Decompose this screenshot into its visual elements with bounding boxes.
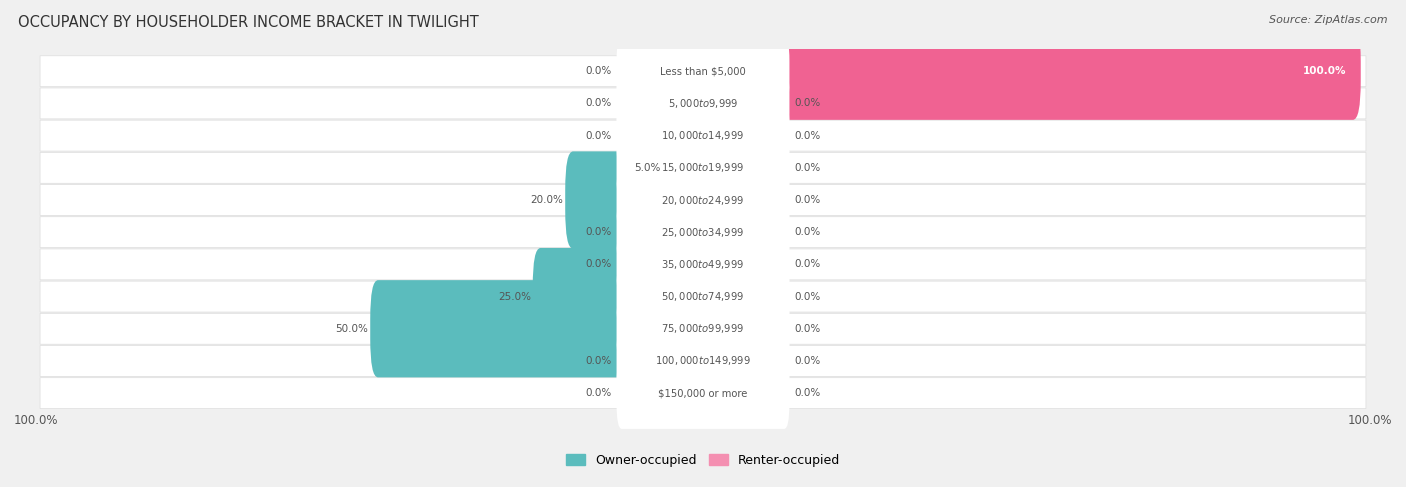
FancyBboxPatch shape — [39, 88, 1367, 119]
Text: 0.0%: 0.0% — [794, 227, 820, 237]
Text: OCCUPANCY BY HOUSEHOLDER INCOME BRACKET IN TWILIGHT: OCCUPANCY BY HOUSEHOLDER INCOME BRACKET … — [18, 15, 479, 30]
Text: $10,000 to $14,999: $10,000 to $14,999 — [661, 129, 745, 142]
Text: 0.0%: 0.0% — [794, 163, 820, 173]
Text: $25,000 to $34,999: $25,000 to $34,999 — [661, 225, 745, 239]
Text: $100,000 to $149,999: $100,000 to $149,999 — [655, 355, 751, 368]
Text: Source: ZipAtlas.com: Source: ZipAtlas.com — [1270, 15, 1388, 25]
Text: 100.0%: 100.0% — [14, 414, 59, 427]
Text: $50,000 to $74,999: $50,000 to $74,999 — [661, 290, 745, 303]
FancyBboxPatch shape — [617, 293, 789, 364]
Text: $5,000 to $9,999: $5,000 to $9,999 — [668, 97, 738, 110]
FancyBboxPatch shape — [617, 229, 789, 300]
FancyBboxPatch shape — [39, 56, 1367, 87]
FancyBboxPatch shape — [695, 22, 1361, 120]
FancyBboxPatch shape — [39, 313, 1367, 344]
Text: $35,000 to $49,999: $35,000 to $49,999 — [661, 258, 745, 271]
Text: 0.0%: 0.0% — [794, 388, 820, 398]
Text: 25.0%: 25.0% — [498, 292, 531, 301]
Text: $150,000 or more: $150,000 or more — [658, 388, 748, 398]
Text: 0.0%: 0.0% — [794, 292, 820, 301]
Text: 0.0%: 0.0% — [586, 227, 612, 237]
FancyBboxPatch shape — [39, 217, 1367, 248]
FancyBboxPatch shape — [39, 281, 1367, 312]
Text: $75,000 to $99,999: $75,000 to $99,999 — [661, 322, 745, 335]
Text: 0.0%: 0.0% — [794, 131, 820, 141]
FancyBboxPatch shape — [617, 164, 789, 236]
FancyBboxPatch shape — [662, 119, 711, 216]
Text: Less than $5,000: Less than $5,000 — [661, 66, 745, 76]
Text: 0.0%: 0.0% — [794, 195, 820, 205]
Text: 0.0%: 0.0% — [794, 324, 820, 334]
FancyBboxPatch shape — [39, 185, 1367, 215]
Text: 0.0%: 0.0% — [586, 260, 612, 269]
FancyBboxPatch shape — [617, 36, 789, 107]
Text: 20.0%: 20.0% — [530, 195, 564, 205]
Text: $20,000 to $24,999: $20,000 to $24,999 — [661, 193, 745, 206]
Text: 0.0%: 0.0% — [586, 66, 612, 76]
FancyBboxPatch shape — [617, 100, 789, 171]
Text: 0.0%: 0.0% — [586, 356, 612, 366]
FancyBboxPatch shape — [39, 152, 1367, 183]
Text: 50.0%: 50.0% — [336, 324, 368, 334]
Text: 100.0%: 100.0% — [1347, 414, 1392, 427]
Text: 0.0%: 0.0% — [794, 260, 820, 269]
FancyBboxPatch shape — [617, 261, 789, 332]
Text: 0.0%: 0.0% — [586, 98, 612, 109]
Text: 0.0%: 0.0% — [586, 131, 612, 141]
Text: 0.0%: 0.0% — [586, 388, 612, 398]
FancyBboxPatch shape — [617, 68, 789, 139]
Text: $15,000 to $19,999: $15,000 to $19,999 — [661, 161, 745, 174]
FancyBboxPatch shape — [39, 378, 1367, 409]
FancyBboxPatch shape — [617, 132, 789, 204]
Text: 0.0%: 0.0% — [794, 356, 820, 366]
FancyBboxPatch shape — [533, 248, 711, 345]
Text: 5.0%: 5.0% — [634, 163, 661, 173]
FancyBboxPatch shape — [39, 120, 1367, 151]
Text: 0.0%: 0.0% — [794, 98, 820, 109]
FancyBboxPatch shape — [565, 151, 711, 248]
FancyBboxPatch shape — [617, 325, 789, 397]
FancyBboxPatch shape — [370, 280, 711, 377]
FancyBboxPatch shape — [39, 345, 1367, 376]
Text: 100.0%: 100.0% — [1303, 66, 1347, 76]
FancyBboxPatch shape — [39, 249, 1367, 280]
FancyBboxPatch shape — [617, 357, 789, 429]
Legend: Owner-occupied, Renter-occupied: Owner-occupied, Renter-occupied — [561, 449, 845, 472]
FancyBboxPatch shape — [617, 196, 789, 268]
